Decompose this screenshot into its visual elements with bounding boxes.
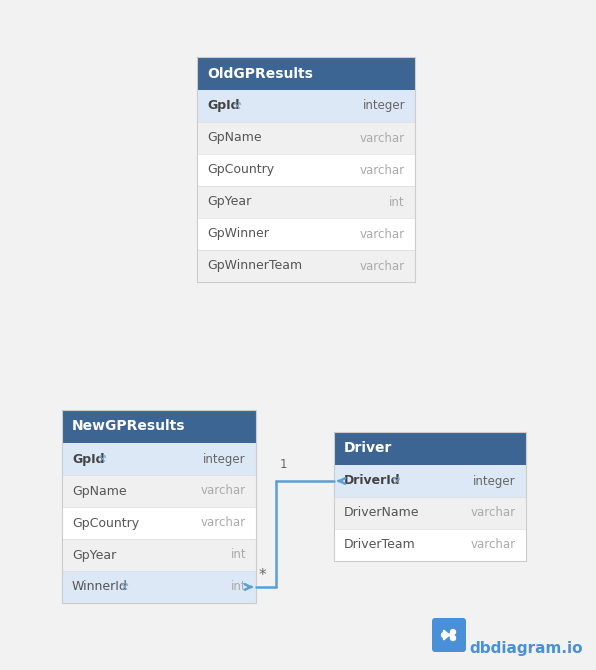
FancyBboxPatch shape — [432, 618, 466, 652]
Text: ⚒: ⚒ — [98, 454, 106, 464]
Circle shape — [451, 630, 455, 634]
Text: int: int — [231, 549, 246, 561]
Text: Driver: Driver — [344, 442, 392, 456]
Text: GpYear: GpYear — [72, 549, 116, 561]
Text: DriverName: DriverName — [344, 507, 420, 519]
Bar — [197, 122, 415, 154]
Text: varchar: varchar — [360, 131, 405, 145]
Bar — [62, 410, 256, 443]
Text: ⚒: ⚒ — [391, 476, 400, 486]
Text: ⚒: ⚒ — [232, 101, 241, 111]
Text: GpYear: GpYear — [207, 196, 252, 208]
Text: GpWinner: GpWinner — [207, 228, 269, 241]
Text: GpId: GpId — [72, 452, 104, 466]
Text: GpCountry: GpCountry — [72, 517, 139, 529]
Text: int: int — [389, 196, 405, 208]
Bar — [334, 465, 526, 497]
Text: int: int — [231, 580, 246, 594]
Bar — [62, 410, 256, 603]
Bar — [197, 90, 415, 122]
Text: 1: 1 — [280, 458, 287, 471]
Text: dbdiagram.io: dbdiagram.io — [469, 641, 582, 657]
Text: varchar: varchar — [360, 163, 405, 176]
Text: integer: integer — [362, 100, 405, 113]
Circle shape — [451, 636, 455, 641]
Bar — [62, 571, 256, 603]
Bar — [334, 497, 526, 529]
Text: varchar: varchar — [201, 517, 246, 529]
Text: GpName: GpName — [72, 484, 126, 498]
Text: varchar: varchar — [471, 507, 516, 519]
Text: integer: integer — [473, 474, 516, 488]
Text: GpName: GpName — [207, 131, 262, 145]
Text: GpId: GpId — [207, 100, 240, 113]
Circle shape — [442, 632, 446, 637]
Text: integer: integer — [203, 452, 246, 466]
Text: DriverTeam: DriverTeam — [344, 539, 416, 551]
Bar — [197, 57, 415, 282]
Bar — [334, 529, 526, 561]
Bar — [62, 443, 256, 475]
Bar — [197, 186, 415, 218]
Text: GpWinnerTeam: GpWinnerTeam — [207, 259, 302, 273]
Text: *: * — [259, 568, 266, 583]
Bar — [62, 539, 256, 571]
Bar — [62, 507, 256, 539]
Text: WinnerId: WinnerId — [72, 580, 128, 594]
Bar — [334, 432, 526, 561]
Text: ⚒: ⚒ — [119, 582, 128, 592]
Bar — [197, 218, 415, 250]
Text: NewGPResults: NewGPResults — [72, 419, 185, 433]
Text: OldGPResults: OldGPResults — [207, 66, 313, 80]
Bar — [197, 250, 415, 282]
Text: varchar: varchar — [360, 228, 405, 241]
Bar — [197, 57, 415, 90]
Bar — [334, 432, 526, 465]
Text: DriverId: DriverId — [344, 474, 401, 488]
Text: varchar: varchar — [471, 539, 516, 551]
Bar — [197, 154, 415, 186]
Text: GpCountry: GpCountry — [207, 163, 274, 176]
Text: varchar: varchar — [360, 259, 405, 273]
Bar — [62, 475, 256, 507]
Text: varchar: varchar — [201, 484, 246, 498]
